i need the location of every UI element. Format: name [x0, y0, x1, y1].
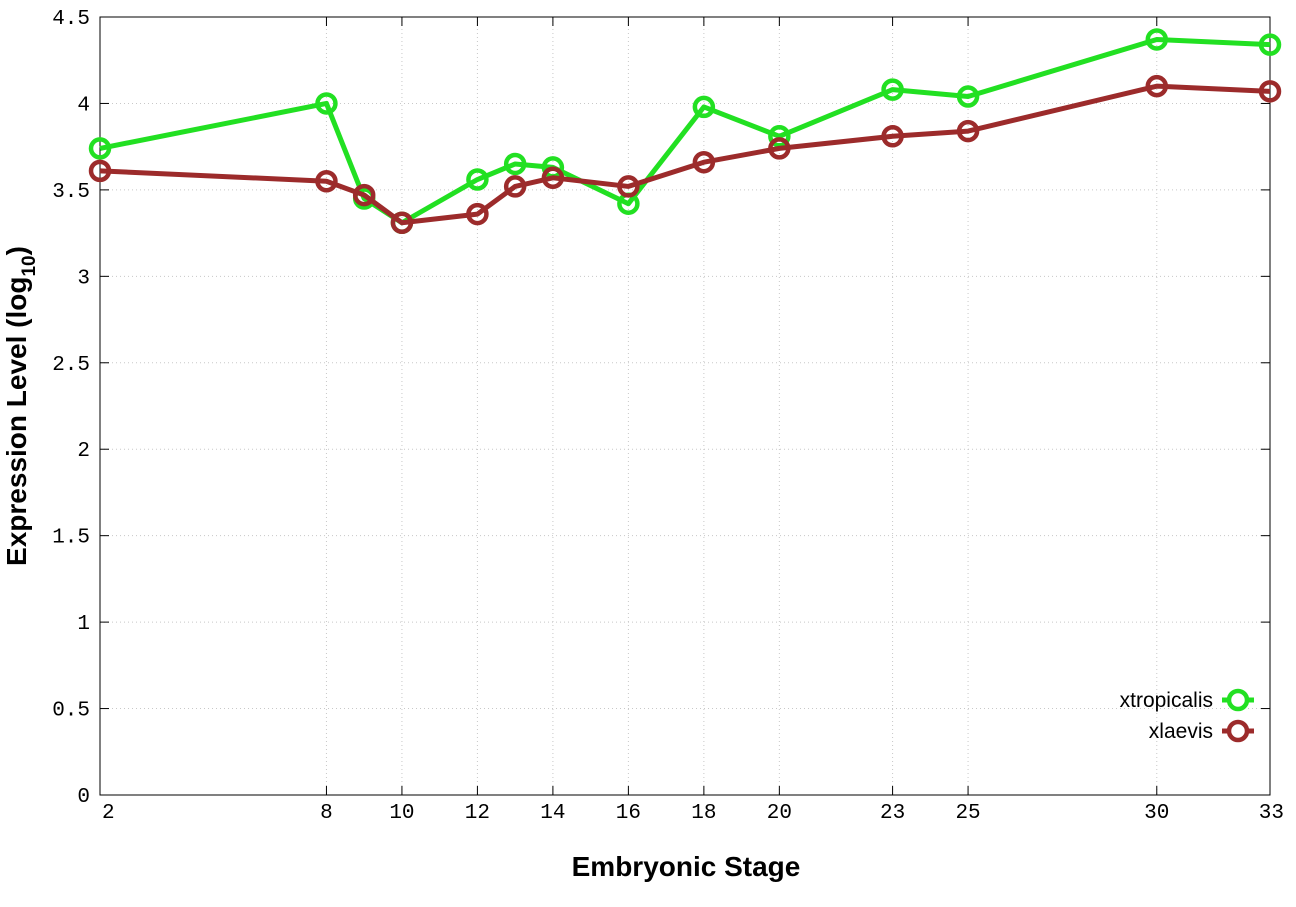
series-line — [99, 36, 1271, 226]
data-point — [315, 169, 338, 193]
y-axis-title-subscript: 10 — [19, 255, 40, 276]
series-xlaevis — [88, 74, 1282, 234]
legend-label: xtropicalis — [1120, 689, 1213, 712]
data-point — [541, 166, 565, 190]
x-tick-label: 2 — [102, 802, 115, 825]
x-tick-label: 18 — [691, 802, 716, 825]
data-point — [466, 202, 489, 226]
y-tick-label: 0 — [77, 786, 90, 809]
y-axis-title-main: Expression Level (log — [1, 277, 32, 566]
x-tick-label: 33 — [1259, 802, 1284, 825]
legend: xtropicalis xlaevis — [1120, 688, 1254, 743]
data-point — [692, 95, 716, 119]
y-axis-tick-labels: 0 0.5 1 1.5 2 2.5 3 3.5 4 4.5 — [52, 8, 90, 809]
x-tick-label: 20 — [767, 802, 792, 825]
y-tick-label: 3.5 — [52, 181, 90, 204]
data-point — [881, 78, 904, 101]
axis-ticks — [99, 16, 1271, 796]
x-tick-label: 14 — [540, 802, 565, 825]
legend-marker-swatch — [1226, 688, 1250, 712]
data-point — [1145, 28, 1169, 51]
data-point — [956, 85, 980, 108]
x-axis-tick-labels: 2 8 10 12 14 16 18 20 23 25 30 33 — [102, 802, 1284, 825]
data-point — [503, 152, 527, 176]
legend-marker-swatch — [1226, 719, 1250, 743]
data-point — [881, 125, 904, 148]
data-point — [1258, 33, 1282, 56]
data-point — [315, 92, 338, 115]
data-point — [352, 183, 376, 207]
data-point — [768, 125, 791, 148]
series-line — [99, 83, 1271, 226]
y-axis-title: Expression Level (log10) — [1, 246, 40, 566]
x-tick-label: 16 — [616, 802, 641, 825]
grid-lines — [100, 17, 1270, 795]
data-point — [503, 175, 527, 198]
series-layer — [88, 28, 1282, 234]
data-point — [88, 137, 112, 160]
y-tick-label: 0.5 — [52, 700, 90, 723]
data-point — [88, 159, 112, 183]
y-tick-label: 2.5 — [52, 354, 90, 377]
legend-label: xlaevis — [1149, 720, 1213, 743]
y-tick-label: 1 — [77, 613, 90, 636]
data-point — [617, 175, 640, 198]
x-tick-label: 25 — [955, 802, 980, 825]
y-tick-label: 2 — [77, 440, 90, 463]
data-point — [768, 137, 791, 160]
x-axis-title: Embryonic Stage — [572, 851, 801, 882]
y-tick-label: 4 — [77, 94, 90, 117]
data-point — [692, 150, 716, 174]
data-point — [1145, 74, 1169, 98]
data-point — [956, 119, 980, 143]
data-point — [390, 211, 414, 234]
data-point — [466, 168, 489, 191]
x-tick-label: 30 — [1144, 802, 1169, 825]
data-point — [1258, 80, 1282, 103]
plot-frame — [99, 16, 1271, 796]
y-tick-label: 4.5 — [52, 8, 90, 31]
x-tick-label: 23 — [880, 802, 905, 825]
y-tick-label: 1.5 — [52, 527, 90, 550]
series-xtropicalis — [88, 28, 1282, 234]
x-tick-label: 8 — [320, 802, 333, 825]
x-tick-label: 12 — [465, 802, 490, 825]
y-axis-title-close: ) — [1, 246, 32, 255]
y-tick-label: 3 — [77, 267, 90, 290]
x-tick-label: 10 — [389, 802, 414, 825]
